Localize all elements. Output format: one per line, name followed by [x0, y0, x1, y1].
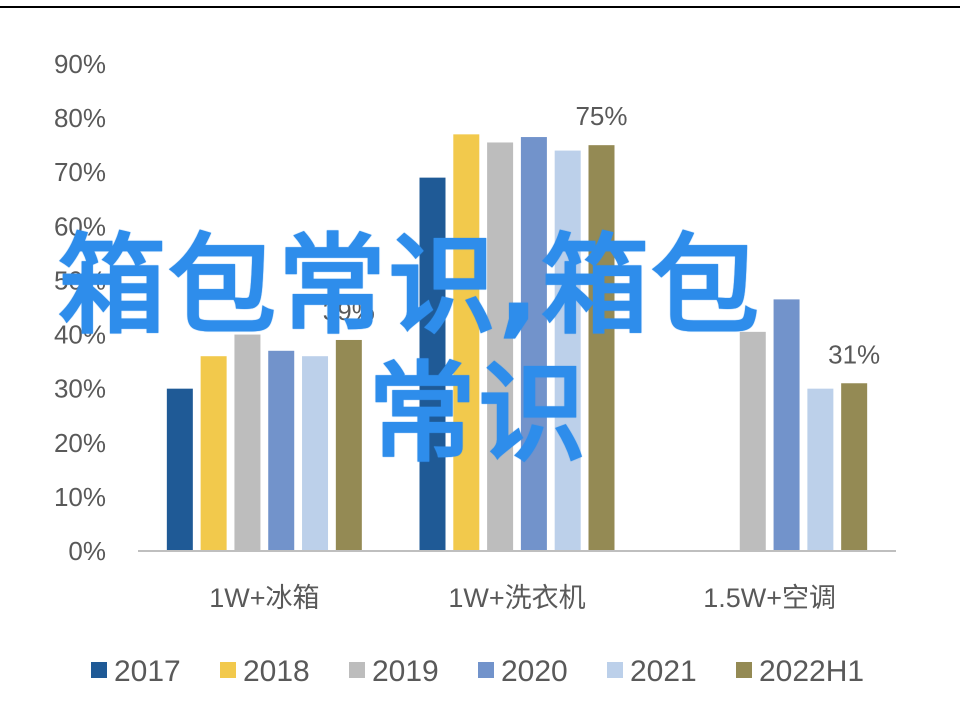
y-tick-label: 20% — [54, 428, 106, 458]
bar-2021 — [807, 388, 834, 551]
y-tick-label: 30% — [54, 374, 106, 404]
y-tick-label: 0% — [68, 536, 106, 566]
bar-2022H1 — [841, 383, 868, 551]
y-tick-label: 10% — [54, 482, 106, 512]
bar-2021 — [302, 356, 329, 551]
bar-2018 — [200, 356, 227, 551]
data-label: 31% — [828, 339, 880, 369]
x-category-label: 1W+洗衣机 — [448, 583, 585, 613]
y-tick-label: 70% — [54, 157, 106, 187]
bar-2022H1 — [588, 145, 615, 551]
data-label: 75% — [575, 101, 627, 131]
legend-label: 2021 — [630, 655, 697, 688]
y-tick-label: 60% — [54, 211, 106, 241]
bar-2019 — [739, 331, 766, 551]
legend-label: 2017 — [114, 655, 181, 688]
y-tick-label: 80% — [54, 103, 106, 133]
legend-swatch-2022H1 — [736, 662, 752, 678]
bar-2019 — [487, 142, 514, 551]
bar-2020 — [773, 299, 800, 551]
bar-2020 — [520, 137, 547, 552]
y-tick-label: 90% — [54, 49, 106, 79]
legend-label: 2020 — [501, 655, 568, 688]
legend-swatch-2019 — [349, 662, 365, 678]
y-tick-label: 40% — [54, 320, 106, 350]
legend-swatch-2017 — [91, 662, 107, 678]
legend-label: 2019 — [372, 655, 439, 688]
bar-2019 — [234, 334, 261, 551]
x-category-label: 1W+冰箱 — [209, 583, 319, 613]
bar-2020 — [268, 350, 295, 551]
legend-swatch-2018 — [220, 662, 236, 678]
bar-2022H1 — [335, 339, 362, 551]
legend-label: 2018 — [243, 655, 310, 688]
bar-2017 — [419, 177, 446, 551]
legend-swatch-2020 — [478, 662, 494, 678]
legend-swatch-2021 — [607, 662, 623, 678]
bar-2017 — [166, 388, 193, 551]
top-rule — [0, 6, 960, 8]
x-category-label: 1.5W+空调 — [703, 583, 836, 613]
legend-label: 2022H1 — [759, 655, 864, 688]
y-tick-label: 50% — [54, 265, 106, 295]
bar-2021 — [554, 150, 581, 552]
bar-2018 — [453, 134, 480, 551]
data-label: 39% — [323, 296, 375, 326]
